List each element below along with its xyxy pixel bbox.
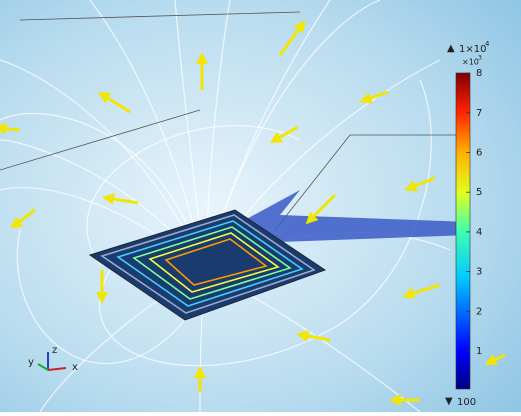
colorbar-tick-label: 5 [476, 187, 482, 198]
colorbar-max-marker: ▲ [447, 43, 455, 54]
z-label: z [52, 345, 57, 356]
field-arrows [0, 20, 506, 406]
colorbar-tick-label: 1 [476, 346, 482, 357]
colorbar-min-label: 100 [457, 397, 476, 408]
colorbar-tick-label: 3 [476, 267, 482, 278]
colorbar-multiplier: ×10 [462, 58, 479, 67]
y-label: y [28, 357, 34, 368]
x-axis [47, 367, 67, 371]
colorbar-tick-label: 8 [476, 68, 482, 79]
colorbar-tick-label: 6 [476, 148, 482, 159]
colorbar-max-exponent: 4 [485, 40, 490, 48]
axes-triad: z x y [28, 345, 78, 373]
colorbar [455, 72, 471, 390]
geometry-edges [0, 11, 460, 231]
colorbar-min-marker: ▼ [445, 396, 453, 407]
colorbar-multiplier-exponent: 3 [478, 55, 482, 62]
coil-lead [230, 190, 470, 242]
colorbar-max-label: 1×10 [459, 44, 486, 55]
x-label: x [72, 362, 78, 373]
coil-turns [100, 214, 316, 314]
y-axis [37, 363, 49, 371]
colorbar-tick-label: 2 [476, 306, 482, 317]
colorbar-tick-label: 7 [476, 108, 482, 119]
colorbar-tick-label: 4 [476, 227, 482, 238]
